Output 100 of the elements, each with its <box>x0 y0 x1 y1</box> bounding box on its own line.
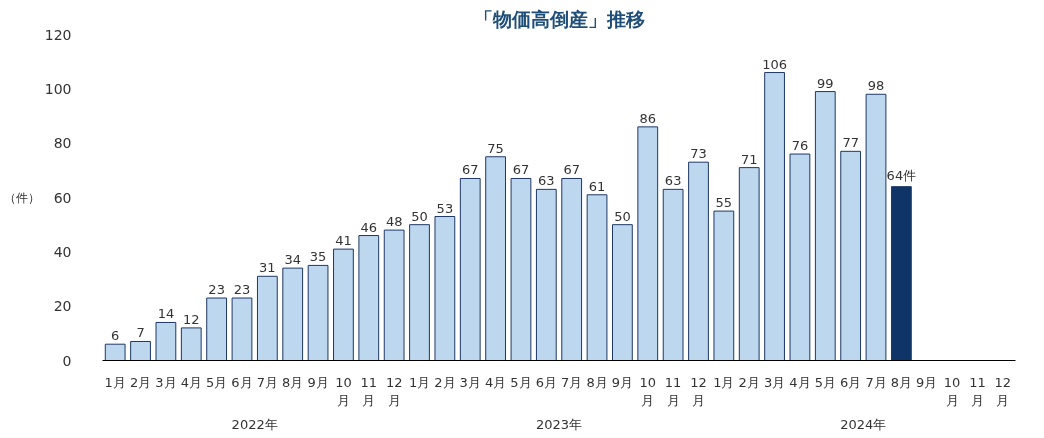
bar <box>713 210 735 361</box>
y-tick-label: 100 <box>44 80 72 97</box>
x-tick-label: 8月 <box>586 374 608 390</box>
data-label: 61 <box>588 178 606 194</box>
y-axis-title: （件） <box>3 190 40 205</box>
x-tick-label: 12月 <box>994 374 1012 408</box>
data-label: 23 <box>233 282 251 298</box>
bar <box>307 264 329 361</box>
data-label: 86 <box>639 110 657 126</box>
bar <box>662 188 684 361</box>
x-tick-label: 11月 <box>969 374 986 408</box>
x-tick-label: 7月 <box>865 374 887 390</box>
bar <box>485 156 506 361</box>
text: 2024年 <box>840 416 887 432</box>
bar <box>256 275 278 361</box>
bar <box>231 297 253 361</box>
x-tick-label: 5月 <box>510 374 532 390</box>
data-label: 14 <box>157 306 175 322</box>
x-tick-label: 9月 <box>611 374 634 390</box>
bar <box>738 167 760 361</box>
data-label: 76 <box>791 138 809 154</box>
bar <box>434 216 456 361</box>
data-label: 31 <box>259 260 276 276</box>
bar <box>459 177 481 361</box>
data-label: 35 <box>309 249 327 265</box>
y-tick-label: 0 <box>62 352 72 369</box>
x-tick-label: 5月 <box>814 374 836 390</box>
x-tick-label: 6月 <box>231 374 253 390</box>
data-label: 73 <box>690 146 707 162</box>
text: 2022年 <box>231 416 278 432</box>
y-tick-label: 120 <box>44 26 72 43</box>
y-tick-label: 80 <box>53 135 72 152</box>
x-tick-label: 9月 <box>916 374 938 390</box>
bar <box>764 72 785 361</box>
x-tick-label: 10月 <box>943 374 961 408</box>
bar <box>814 91 836 361</box>
x-tick-label: 6月 <box>535 374 557 390</box>
bar <box>155 321 177 361</box>
bar <box>535 188 557 361</box>
x-tick-label: 1月 <box>713 374 735 390</box>
x-tick-label: 9月 <box>307 374 329 390</box>
bar <box>561 177 583 361</box>
data-label: 12 <box>182 311 200 327</box>
bar <box>383 229 405 361</box>
x-tick-label: 11月 <box>360 374 378 408</box>
data-label: 77 <box>842 135 859 151</box>
x-tick-label: 8月 <box>282 374 304 390</box>
data-label: 50 <box>411 208 428 224</box>
x-tick-label: 3月 <box>763 374 786 390</box>
data-label: 50 <box>614 208 631 224</box>
data-label: 6 <box>111 328 120 344</box>
x-tick-label: 12月 <box>690 374 707 408</box>
x-tick-label: 3月 <box>155 374 177 390</box>
bar <box>282 267 304 361</box>
data-label: 53 <box>436 200 454 216</box>
x-tick-label: 1月 <box>104 374 126 390</box>
x-tick-label: 3月 <box>459 374 481 390</box>
data-label: 7 <box>136 325 145 341</box>
data-label: 67 <box>512 162 530 178</box>
x-tick-label: 4月 <box>789 374 811 390</box>
bar <box>358 235 380 361</box>
bar <box>206 297 228 361</box>
bar <box>865 93 887 361</box>
x-tick-label: 10月 <box>335 374 352 408</box>
text: 2023年 <box>535 416 583 432</box>
bar <box>586 194 608 361</box>
x-tick-label: 12月 <box>385 374 403 408</box>
bar <box>130 340 151 361</box>
x-tick-label: 7月 <box>561 374 583 390</box>
x-tick-label: 2月 <box>129 374 152 390</box>
data-label: 23 <box>208 282 225 298</box>
data-label: 55 <box>715 195 733 211</box>
x-tick-label: 8月 <box>890 374 913 390</box>
bar <box>890 186 912 361</box>
bar <box>637 126 659 361</box>
data-label: 48 <box>385 214 403 230</box>
x-tick-label: 10月 <box>639 374 657 408</box>
x-tick-label: 6月 <box>840 374 862 390</box>
data-label: 46 <box>360 219 378 235</box>
x-tick-label: 7月 <box>256 374 278 390</box>
bar <box>840 150 862 361</box>
data-label: 106 <box>762 56 787 72</box>
data-label: 34 <box>284 252 301 268</box>
y-tick-label: 60 <box>53 189 72 206</box>
bar <box>180 327 202 361</box>
bar <box>333 248 354 361</box>
data-label: 71 <box>740 151 758 167</box>
x-tick-label: 1月 <box>408 374 431 390</box>
bar <box>688 161 709 361</box>
x-tick-label: 2月 <box>738 374 760 390</box>
bar <box>510 177 532 361</box>
bar <box>409 224 430 361</box>
y-tick-label: 40 <box>53 243 72 260</box>
x-tick-label: 11月 <box>664 374 682 408</box>
bar <box>789 153 811 361</box>
data-label: 99 <box>817 75 834 91</box>
x-tick-label: 4月 <box>484 374 507 390</box>
data-label: 67 <box>461 162 479 178</box>
data-label: 63 <box>538 173 555 189</box>
chart-title: 「物価高倒産」推移 <box>473 7 645 30</box>
